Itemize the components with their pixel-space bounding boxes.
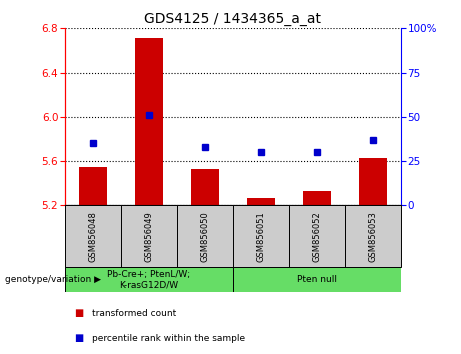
Bar <box>247 198 275 205</box>
Bar <box>191 169 219 205</box>
Text: genotype/variation ▶: genotype/variation ▶ <box>5 275 100 284</box>
Text: transformed count: transformed count <box>92 309 177 318</box>
FancyBboxPatch shape <box>121 205 177 267</box>
Text: GSM856049: GSM856049 <box>144 211 153 262</box>
Text: Pten null: Pten null <box>297 275 337 284</box>
Title: GDS4125 / 1434365_a_at: GDS4125 / 1434365_a_at <box>144 12 321 26</box>
Bar <box>359 158 387 205</box>
Bar <box>303 191 331 205</box>
Text: percentile rank within the sample: percentile rank within the sample <box>92 333 245 343</box>
Text: GSM856051: GSM856051 <box>256 211 266 262</box>
FancyBboxPatch shape <box>233 205 289 267</box>
FancyBboxPatch shape <box>345 205 401 267</box>
FancyBboxPatch shape <box>289 205 345 267</box>
FancyBboxPatch shape <box>65 267 233 292</box>
Text: Pb-Cre+; PtenL/W;
K-rasG12D/W: Pb-Cre+; PtenL/W; K-rasG12D/W <box>107 270 190 289</box>
FancyBboxPatch shape <box>177 205 233 267</box>
FancyBboxPatch shape <box>233 267 401 292</box>
Text: ■: ■ <box>74 333 83 343</box>
Text: GSM856052: GSM856052 <box>313 211 321 262</box>
Text: GSM856053: GSM856053 <box>368 211 378 262</box>
FancyBboxPatch shape <box>65 205 121 267</box>
Bar <box>78 167 106 205</box>
Text: GSM856050: GSM856050 <box>200 211 209 262</box>
Text: ■: ■ <box>74 308 83 318</box>
Bar <box>135 38 163 205</box>
Text: GSM856048: GSM856048 <box>88 211 97 262</box>
